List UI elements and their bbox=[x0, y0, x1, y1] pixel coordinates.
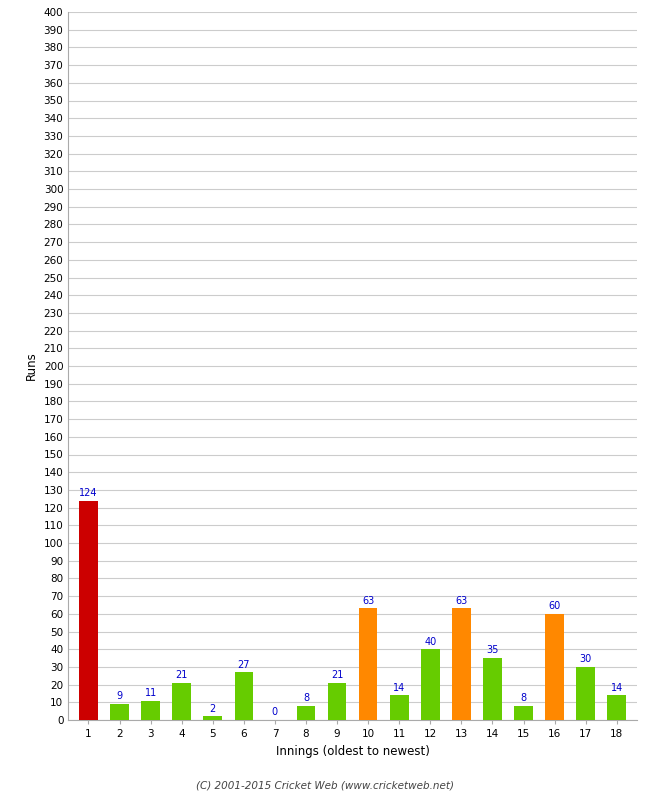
Text: 11: 11 bbox=[144, 688, 157, 698]
Text: 63: 63 bbox=[362, 596, 374, 606]
Text: 8: 8 bbox=[521, 693, 526, 703]
Bar bbox=[452, 609, 471, 720]
Text: 124: 124 bbox=[79, 488, 98, 498]
Bar bbox=[545, 614, 564, 720]
Bar bbox=[328, 683, 346, 720]
Text: 14: 14 bbox=[393, 682, 406, 693]
Text: 40: 40 bbox=[424, 637, 436, 646]
Bar bbox=[359, 609, 378, 720]
Text: 14: 14 bbox=[610, 682, 623, 693]
Text: 63: 63 bbox=[455, 596, 467, 606]
Bar bbox=[296, 706, 315, 720]
Text: 2: 2 bbox=[210, 704, 216, 714]
Bar bbox=[235, 672, 253, 720]
Text: 8: 8 bbox=[303, 693, 309, 703]
Bar bbox=[608, 695, 626, 720]
Text: 60: 60 bbox=[549, 601, 561, 611]
Bar bbox=[203, 717, 222, 720]
Bar bbox=[483, 658, 502, 720]
Text: 21: 21 bbox=[176, 670, 188, 680]
Bar bbox=[141, 701, 160, 720]
Bar bbox=[421, 650, 439, 720]
Text: (C) 2001-2015 Cricket Web (www.cricketweb.net): (C) 2001-2015 Cricket Web (www.cricketwe… bbox=[196, 781, 454, 790]
Bar bbox=[577, 667, 595, 720]
Text: 9: 9 bbox=[116, 691, 123, 702]
Bar bbox=[514, 706, 533, 720]
Bar bbox=[111, 704, 129, 720]
Text: 35: 35 bbox=[486, 646, 499, 655]
Y-axis label: Runs: Runs bbox=[25, 352, 38, 380]
Bar bbox=[172, 683, 191, 720]
Text: 21: 21 bbox=[331, 670, 343, 680]
Bar bbox=[390, 695, 409, 720]
Bar bbox=[79, 501, 98, 720]
Text: 27: 27 bbox=[238, 659, 250, 670]
X-axis label: Innings (oldest to newest): Innings (oldest to newest) bbox=[276, 745, 430, 758]
Text: 30: 30 bbox=[580, 654, 592, 664]
Text: 0: 0 bbox=[272, 707, 278, 718]
